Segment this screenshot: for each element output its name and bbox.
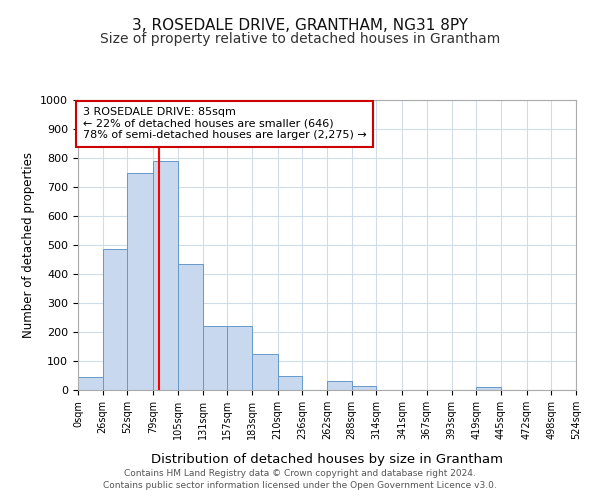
- Bar: [476, 387, 501, 390]
- Text: Contains public sector information licensed under the Open Government Licence v3: Contains public sector information licen…: [103, 481, 497, 490]
- Bar: [103, 250, 127, 390]
- Text: Contains HM Land Registry data © Crown copyright and database right 2024.: Contains HM Land Registry data © Crown c…: [124, 468, 476, 477]
- Bar: [203, 326, 227, 390]
- Bar: [227, 326, 252, 390]
- Text: Size of property relative to detached houses in Grantham: Size of property relative to detached ho…: [100, 32, 500, 46]
- Bar: [252, 354, 278, 390]
- Bar: [278, 376, 302, 390]
- Bar: [78, 377, 103, 390]
- Y-axis label: Number of detached properties: Number of detached properties: [22, 152, 35, 338]
- Bar: [153, 161, 178, 390]
- Bar: [127, 172, 153, 390]
- X-axis label: Distribution of detached houses by size in Grantham: Distribution of detached houses by size …: [151, 453, 503, 466]
- Text: 3 ROSEDALE DRIVE: 85sqm
← 22% of detached houses are smaller (646)
78% of semi-d: 3 ROSEDALE DRIVE: 85sqm ← 22% of detache…: [83, 108, 367, 140]
- Bar: [178, 264, 203, 390]
- Bar: [352, 386, 376, 390]
- Bar: [327, 382, 352, 390]
- Text: 3, ROSEDALE DRIVE, GRANTHAM, NG31 8PY: 3, ROSEDALE DRIVE, GRANTHAM, NG31 8PY: [132, 18, 468, 32]
